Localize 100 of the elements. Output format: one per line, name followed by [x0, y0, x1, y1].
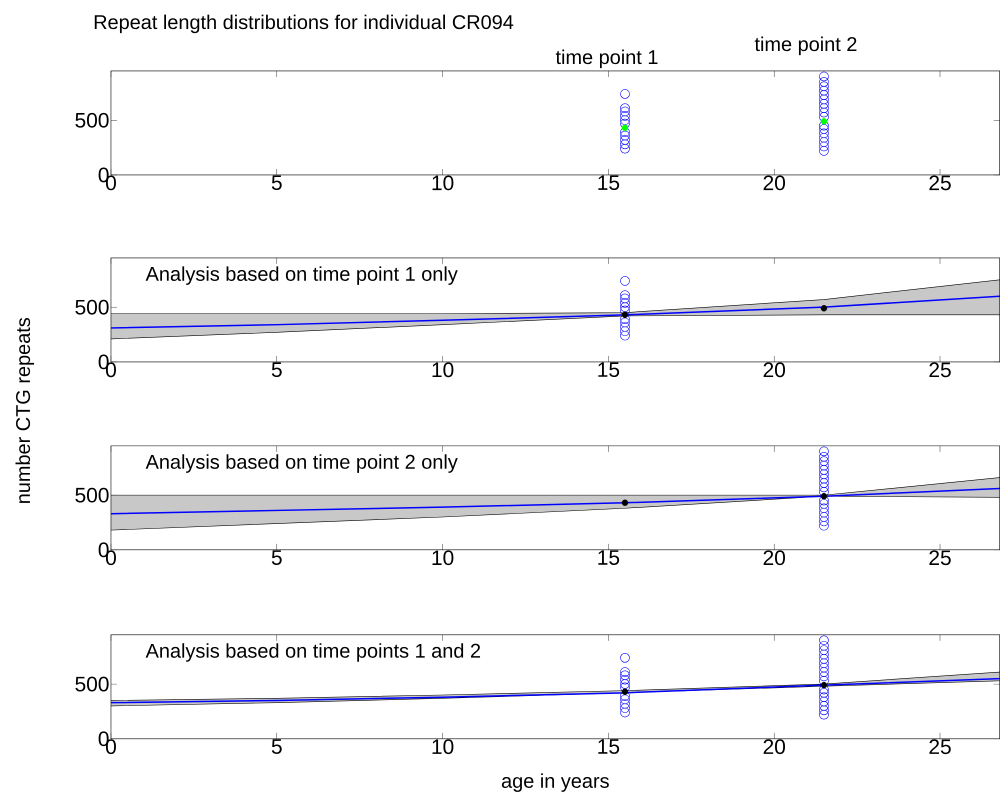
point — [819, 146, 829, 156]
point — [819, 137, 829, 148]
point — [819, 499, 829, 509]
point — [819, 710, 829, 720]
point — [820, 305, 828, 312]
x-tick-label: 25 — [929, 739, 951, 754]
point — [620, 128, 630, 138]
point — [819, 77, 829, 87]
x-tick-label: 20 — [764, 176, 786, 190]
point — [620, 298, 630, 308]
point — [819, 508, 829, 518]
point — [819, 688, 829, 698]
point — [819, 86, 829, 96]
point — [819, 104, 829, 114]
x-tick-label: 25 — [929, 550, 951, 566]
point — [819, 460, 829, 470]
point — [620, 144, 630, 154]
x-tick-label: 5 — [272, 739, 282, 754]
x-tick-label: 5 — [272, 550, 282, 566]
point — [622, 312, 628, 318]
point — [819, 692, 829, 702]
x-tick-label: 10 — [432, 550, 454, 566]
text: time point 2 — [754, 36, 856, 56]
point — [620, 135, 630, 145]
point — [620, 314, 630, 324]
point — [819, 676, 829, 686]
x-tick-label: 20 — [764, 362, 786, 378]
point — [819, 112, 829, 122]
point — [820, 118, 828, 125]
point — [620, 130, 630, 140]
point — [819, 470, 829, 480]
point — [620, 322, 630, 332]
point — [819, 672, 829, 682]
point — [620, 694, 630, 704]
point — [819, 142, 829, 152]
point — [620, 140, 630, 150]
point — [819, 82, 829, 92]
point — [819, 654, 829, 664]
point — [620, 679, 630, 689]
point — [620, 276, 630, 286]
point — [819, 641, 829, 651]
point — [819, 94, 829, 104]
chart-title: Analysis based on time point 1 only — [146, 266, 458, 286]
x-tick-label: 25 — [929, 362, 951, 378]
text: time point 1 — [556, 50, 658, 68]
point — [819, 474, 829, 484]
y-tick-label: 500 — [75, 676, 109, 692]
line-series — [110, 296, 1000, 329]
point — [819, 121, 829, 131]
y-tick-label: 500 — [75, 300, 109, 315]
point — [819, 684, 829, 694]
point — [819, 478, 829, 488]
point — [819, 452, 829, 462]
x-tick-label: 15 — [598, 550, 620, 566]
point — [819, 504, 829, 514]
point — [620, 111, 630, 121]
x-tick-label: 15 — [598, 739, 620, 754]
point — [620, 675, 630, 685]
point — [819, 465, 829, 475]
point — [620, 653, 630, 663]
point — [819, 701, 829, 711]
point — [620, 703, 630, 714]
chart-title: Analysis based on time points 1 and 2 — [146, 643, 480, 662]
point — [819, 72, 829, 82]
y-tick-label: 500 — [75, 488, 109, 503]
point — [620, 306, 630, 316]
y-axis-title: number CTG repeats — [15, 318, 34, 504]
x-tick-label: 15 — [598, 176, 620, 190]
point — [819, 667, 829, 677]
point — [819, 658, 829, 668]
point — [620, 699, 630, 709]
point — [820, 493, 828, 500]
x-tick-label: 15 — [598, 362, 620, 378]
x-tick-label: 5 — [272, 362, 282, 378]
line-series — [110, 678, 1000, 704]
point — [622, 688, 628, 696]
y-tick-label: 500 — [75, 112, 109, 128]
point — [620, 104, 630, 114]
x-tick-label: 20 — [764, 739, 786, 754]
point — [819, 516, 829, 526]
point — [620, 116, 630, 126]
point — [819, 521, 829, 531]
point — [620, 318, 630, 328]
point — [620, 330, 630, 341]
point — [819, 706, 829, 716]
point — [819, 645, 829, 656]
point — [819, 128, 829, 138]
point — [620, 294, 630, 304]
x-tick-label: 10 — [432, 362, 454, 378]
x-tick-label: 25 — [929, 176, 951, 190]
point — [620, 118, 630, 128]
point — [620, 302, 630, 312]
point — [620, 682, 630, 692]
point — [620, 326, 630, 336]
point — [819, 133, 829, 143]
point — [819, 90, 829, 100]
point — [820, 682, 828, 688]
point — [819, 487, 829, 497]
x-tick-label: 20 — [764, 550, 786, 566]
x-axis-title: age in years — [502, 773, 609, 792]
